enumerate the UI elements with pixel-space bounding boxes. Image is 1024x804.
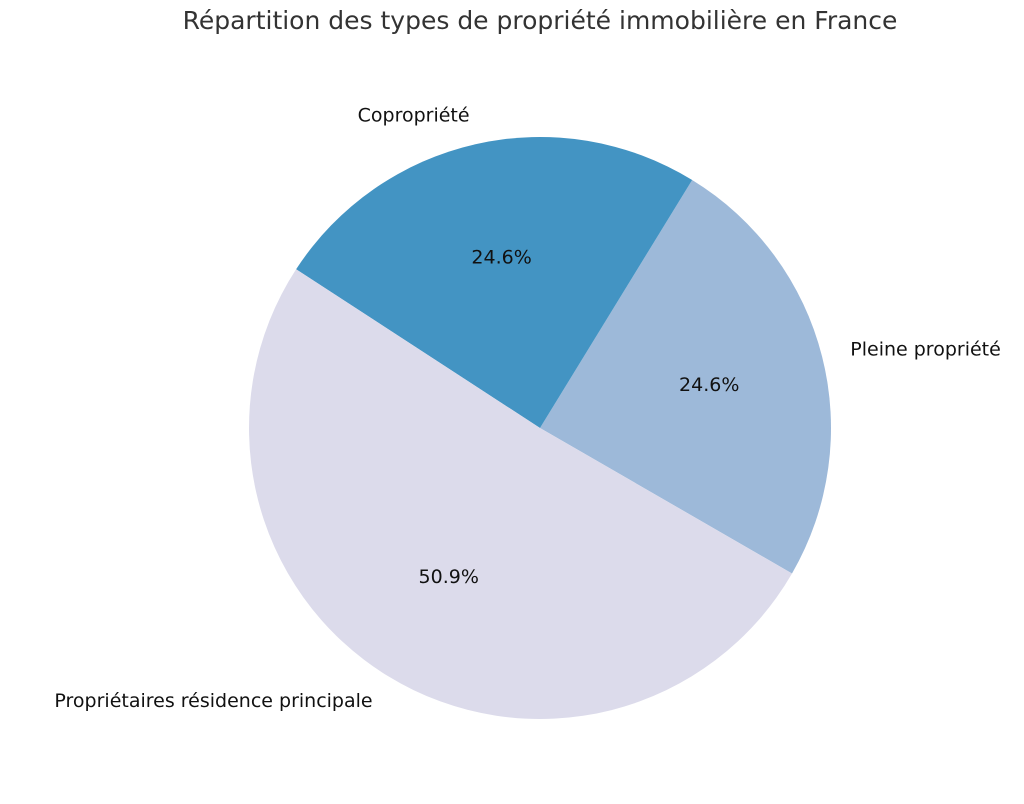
pie-labels: 24.6% Pleine propriété 24.6% Copropriété 50.… [54, 105, 1000, 712]
slice-label-copropriete: Copropriété [358, 105, 470, 127]
pie-slices [248, 136, 831, 720]
pie-slice-proprietaires-residence-principale [248, 269, 793, 720]
pct-label-pleine-propriete: 24.6% [679, 374, 739, 396]
slice-label-pleine-propriete: Pleine propriété [850, 338, 1001, 360]
pct-label-copropriete: 24.6% [471, 247, 531, 269]
pct-label-proprietaires-residence-principale: 50.9% [419, 566, 479, 588]
chart-title: Répartition des types de propriété immob… [182, 6, 898, 35]
slice-label-proprietaires-residence-principale: Propriétaires résidence principale [54, 690, 372, 712]
pie-slice-pleine-propriete [540, 179, 831, 574]
pie-slice-copropriete [296, 136, 693, 428]
